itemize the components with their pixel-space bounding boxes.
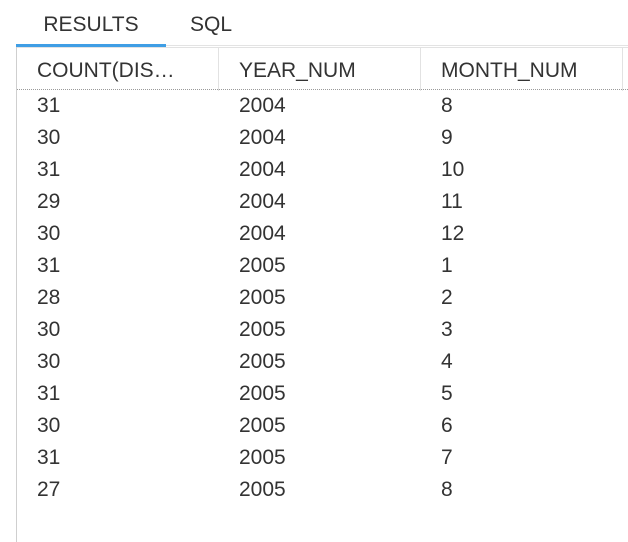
cell-year-num[interactable]: 2005: [239, 318, 286, 341]
cell-year-num[interactable]: 2005: [239, 478, 286, 501]
cell-count[interactable]: 28: [37, 286, 61, 309]
table-row[interactable]: 30 2005 6: [17, 410, 628, 442]
table-row[interactable]: 30 2005 3: [17, 314, 628, 346]
tab-sql[interactable]: SQL: [189, 13, 233, 36]
cell-count[interactable]: 30: [37, 126, 61, 149]
table-row[interactable]: 31 2004 8: [17, 90, 628, 122]
cell-year-num[interactable]: 2005: [239, 446, 286, 469]
table-row[interactable]: 28 2005 2: [17, 282, 628, 314]
table-row[interactable]: 29 2004 11: [17, 186, 628, 218]
cell-month-num[interactable]: 12: [441, 222, 465, 245]
grid-header: COUNT(DIS… YEAR_NUM MONTH_NUM: [17, 47, 628, 91]
cell-month-num[interactable]: 6: [441, 414, 453, 437]
cell-count[interactable]: 30: [37, 350, 61, 373]
cell-month-num[interactable]: 9: [441, 126, 453, 149]
cell-count[interactable]: 30: [37, 222, 61, 245]
table-row[interactable]: 30 2004 9: [17, 122, 628, 154]
table-row[interactable]: 31 2005 7: [17, 442, 628, 474]
cell-count[interactable]: 31: [37, 254, 61, 277]
table-row[interactable]: 30 2004 12: [17, 218, 628, 250]
column-header-month-num[interactable]: MONTH_NUM: [421, 48, 623, 91]
column-header-year-num[interactable]: YEAR_NUM: [219, 48, 421, 91]
table-row[interactable]: 27 2005 8: [17, 474, 628, 506]
cell-count[interactable]: 31: [37, 382, 61, 405]
results-grid: COUNT(DIS… YEAR_NUM MONTH_NUM 31 2004 8 30 2…: [16, 47, 628, 542]
tab-results[interactable]: RESULTS: [43, 13, 139, 36]
grid-body: 31 2004 8 30 2004 9 31 2004 10 29 2004 11 30 2004 12 31…: [17, 90, 628, 506]
cell-year-num[interactable]: 2005: [239, 254, 286, 277]
cell-month-num[interactable]: 10: [441, 158, 465, 181]
cell-year-num[interactable]: 2005: [239, 382, 286, 405]
cell-month-num[interactable]: 2: [441, 286, 453, 309]
cell-count[interactable]: 27: [37, 478, 61, 501]
cell-count[interactable]: 31: [37, 158, 61, 181]
result-tabs: RESULTS SQL: [16, 0, 628, 48]
cell-month-num[interactable]: 7: [441, 446, 453, 469]
cell-count[interactable]: 30: [37, 318, 61, 341]
column-header-count[interactable]: COUNT(DIS…: [17, 48, 219, 91]
cell-year-num[interactable]: 2004: [239, 94, 286, 117]
cell-count[interactable]: 29: [37, 190, 61, 213]
cell-month-num[interactable]: 4: [441, 350, 453, 373]
cell-count[interactable]: 31: [37, 94, 61, 117]
cell-year-num[interactable]: 2005: [239, 414, 286, 437]
cell-month-num[interactable]: 5: [441, 382, 453, 405]
active-tab-indicator: [16, 44, 166, 47]
table-row[interactable]: 30 2005 4: [17, 346, 628, 378]
cell-month-num[interactable]: 1: [441, 254, 453, 277]
table-row[interactable]: 31 2005 5: [17, 378, 628, 410]
cell-month-num[interactable]: 3: [441, 318, 453, 341]
cell-year-num[interactable]: 2005: [239, 350, 286, 373]
tabs-divider: [166, 45, 628, 46]
cell-year-num[interactable]: 2004: [239, 158, 286, 181]
cell-count[interactable]: 31: [37, 446, 61, 469]
cell-month-num[interactable]: 8: [441, 478, 453, 501]
cell-month-num[interactable]: 11: [441, 190, 463, 213]
cell-count[interactable]: 30: [37, 414, 61, 437]
table-row[interactable]: 31 2005 1: [17, 250, 628, 282]
cell-year-num[interactable]: 2004: [239, 222, 286, 245]
cell-year-num[interactable]: 2004: [239, 190, 286, 213]
cell-year-num[interactable]: 2004: [239, 126, 286, 149]
cell-month-num[interactable]: 8: [441, 94, 453, 117]
cell-year-num[interactable]: 2005: [239, 286, 286, 309]
table-row[interactable]: 31 2004 10: [17, 154, 628, 186]
